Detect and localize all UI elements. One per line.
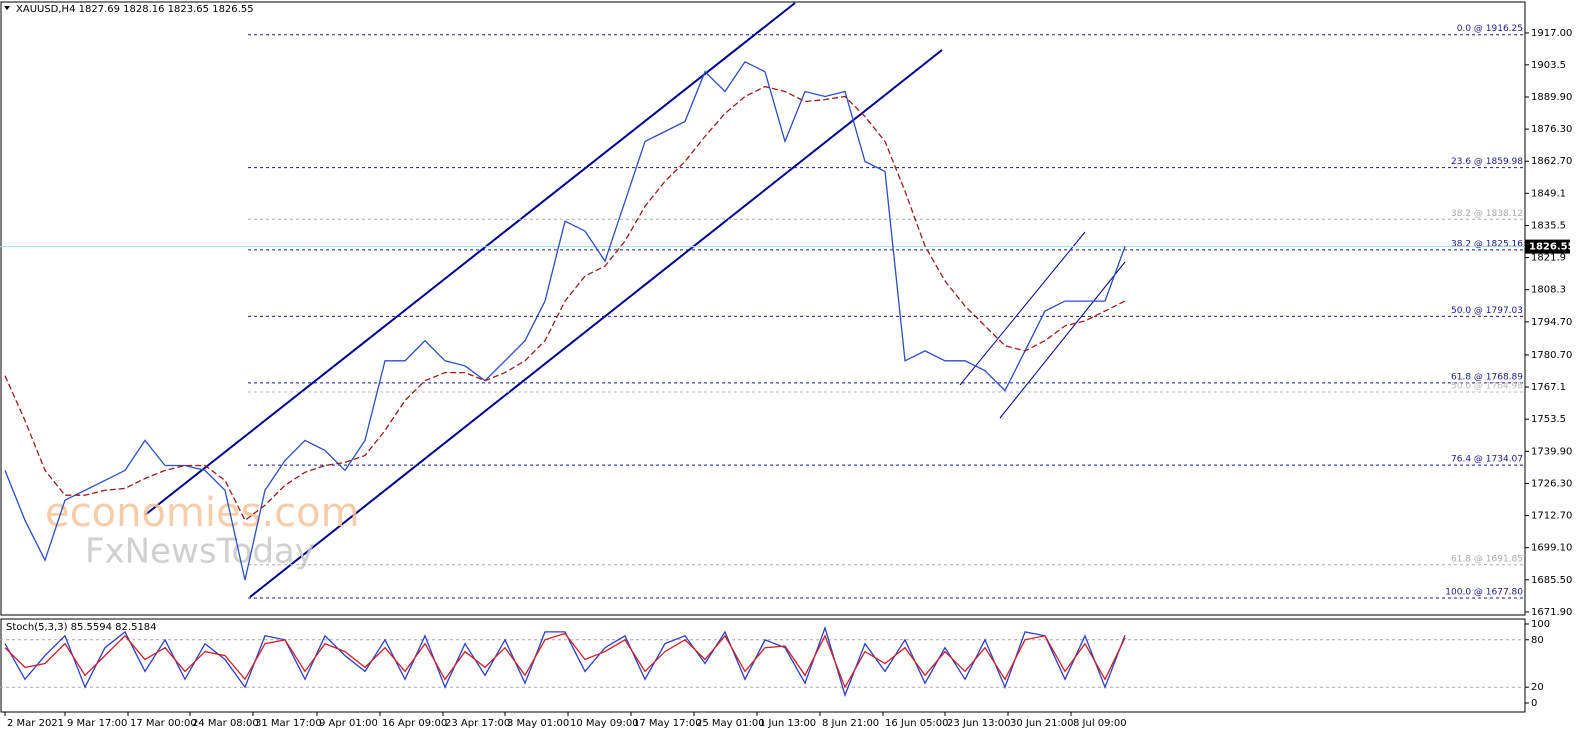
- y-tick-label: 1849.1: [1531, 188, 1566, 199]
- indicator-title: Stoch(5,3,3) 85.5594 82.5184: [6, 622, 157, 633]
- x-tick-label: 31 Mar 17:00: [255, 718, 322, 729]
- y-tick-label: 1808.3: [1531, 285, 1566, 296]
- y-tick-label: 20: [1531, 682, 1544, 693]
- y-tick-label: 1876.30: [1531, 124, 1572, 135]
- level-label: 100.0 @ 1677.80: [1445, 587, 1523, 597]
- y-tick-label: 1862.70: [1531, 156, 1572, 167]
- x-tick-label: 2 Mar 2021: [7, 718, 64, 729]
- level-label: 50.0 @ 1764.98: [1451, 382, 1523, 392]
- x-tick-label: 10 May 09:00: [570, 718, 639, 729]
- level-label: 61.8 @ 1691.85: [1451, 554, 1523, 564]
- y-tick-label: 1794.70: [1531, 317, 1572, 328]
- x-tick-label: 8 Jun 21:00: [822, 718, 879, 729]
- y-tick-label: 80: [1531, 635, 1544, 646]
- watermark-brand: economies.com: [45, 490, 360, 536]
- y-tick-label: 1903.5: [1531, 60, 1566, 71]
- symbol-header: XAUUSD,H4 1827.69 1828.16 1823.65 1826.5…: [16, 4, 254, 15]
- y-tick-label: 1821.9: [1531, 253, 1566, 264]
- x-tick-label: 24 Mar 08:00: [192, 718, 259, 729]
- y-tick-label: 1889.90: [1531, 92, 1572, 103]
- x-tick-label: 9 Apr 01:00: [319, 718, 378, 729]
- y-tick-label: 1685.50: [1531, 575, 1572, 586]
- y-tick-label: 1699.10: [1531, 543, 1572, 554]
- y-tick-label: 1726.30: [1531, 478, 1572, 489]
- x-tick-label: 1 Jun 13:00: [759, 718, 816, 729]
- level-label: 50.0 @ 1797.03: [1451, 306, 1523, 316]
- y-tick-label: 1917.00: [1531, 28, 1572, 39]
- channel-line: [959, 231, 1086, 386]
- level-label: 76.4 @ 1734.07: [1451, 455, 1523, 465]
- y-tick-label: 1835.5: [1531, 220, 1566, 231]
- x-tick-label: 23 Jun 13:00: [947, 718, 1011, 729]
- watermark-sub: FxNewsToday: [85, 532, 315, 572]
- menu-arrow: [4, 6, 10, 10]
- level-label: 23.6 @ 1859.98: [1451, 157, 1523, 167]
- x-tick-label: 23 Apr 17:00: [445, 718, 510, 729]
- x-tick-label: 16 Jun 05:00: [885, 718, 949, 729]
- series-line: [4, 632, 1126, 689]
- channel-line: [249, 49, 943, 598]
- x-tick-label: 8 Jul 09:00: [1073, 718, 1127, 729]
- x-tick-label: 17 Mar 00:00: [130, 718, 197, 729]
- y-tick-label: 1739.90: [1531, 446, 1572, 457]
- y-tick-label: 1712.70: [1531, 511, 1572, 522]
- level-label: 61.8 @ 1768.89: [1451, 372, 1523, 382]
- y-tick-label: 1780.70: [1531, 350, 1572, 361]
- level-label: 38.2 @ 1838.12: [1451, 209, 1523, 219]
- price-tag: [1525, 239, 1570, 254]
- y-tick-label: 1671.90: [1531, 607, 1572, 618]
- x-tick-label: 16 Apr 09:00: [382, 718, 447, 729]
- level-label: 0.0 @ 1916.25: [1457, 24, 1523, 34]
- channel-line: [999, 261, 1126, 419]
- y-tick-label: 0: [1531, 698, 1537, 709]
- main-panel: [0, 1, 1526, 616]
- y-tick-label: 100: [1531, 619, 1550, 630]
- series-line: [4, 85, 1126, 522]
- y-tick-label: 1767.1: [1531, 382, 1566, 393]
- level-label: 38.2 @ 1825.16: [1451, 239, 1523, 249]
- stoch-panel: [0, 618, 1526, 713]
- series-line: [4, 60, 1126, 581]
- y-tick-label: 1753.5: [1531, 414, 1566, 425]
- x-tick-label: 30 Jun 21:00: [1010, 718, 1074, 729]
- x-tick-label: 9 Mar 17:00: [67, 718, 127, 729]
- x-tick-label: 25 May 01:00: [696, 718, 765, 729]
- channel-line: [144, 2, 796, 516]
- x-tick-label: 3 May 01:00: [507, 718, 569, 729]
- x-tick-label: 17 May 17:00: [633, 718, 702, 729]
- price-tag-label: 1826.55: [1529, 242, 1575, 253]
